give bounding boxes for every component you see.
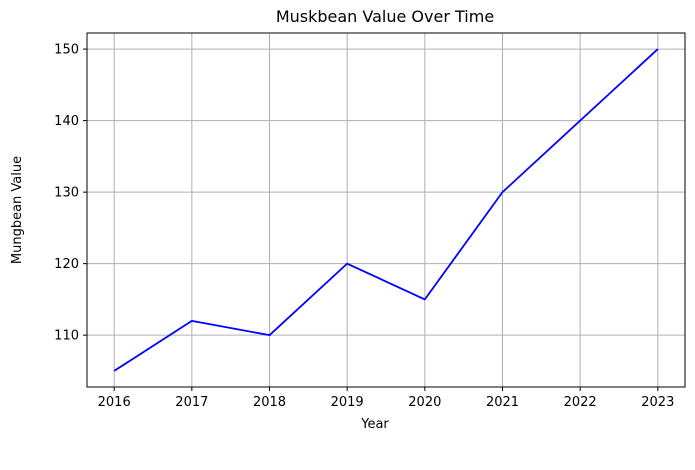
y-tick-label: 140 [54, 114, 79, 129]
x-tick-label: 2016 [98, 395, 131, 410]
x-tick-label: 2018 [253, 395, 286, 410]
x-tick-label: 2020 [408, 395, 441, 410]
y-tick-label: 150 [54, 43, 79, 58]
x-tick-label: 2022 [564, 395, 597, 410]
plot-frame [86, 32, 686, 388]
series-layer [113, 48, 659, 372]
x-tick-label: 2023 [641, 395, 674, 410]
y-axis-title: Mungbean Value [10, 156, 25, 264]
grid-layer [87, 33, 685, 387]
y-tick-label: 120 [54, 257, 79, 272]
ticks-layer: 2016 2017 2018 2019 2020 2021 2022 2023 110 120 13… [54, 43, 674, 410]
x-axis-title: Year [360, 417, 389, 432]
chart-title: Muskbean Value Over Time [276, 7, 494, 26]
y-tick-label: 130 [54, 186, 79, 201]
series-line [113, 48, 659, 372]
y-tick-label: 110 [54, 329, 79, 344]
x-tick-label: 2017 [175, 395, 208, 410]
x-tick-label: 2021 [486, 395, 519, 410]
x-tick-label: 2019 [331, 395, 364, 410]
